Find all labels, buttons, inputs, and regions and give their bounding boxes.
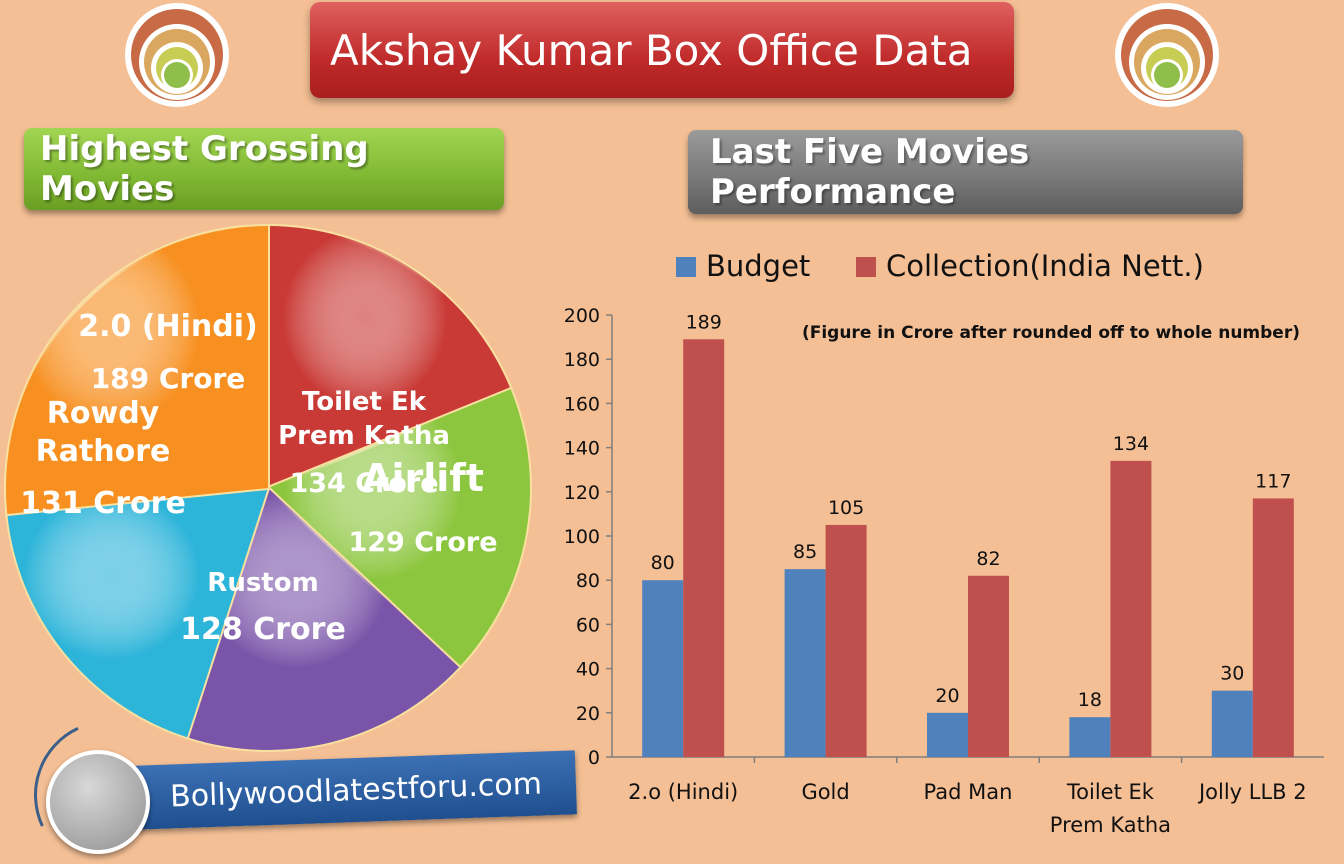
data-label: 134 [1113,433,1149,455]
concentric-circles-logo-left [125,3,229,107]
title-banner: Akshay Kumar Box Office Data [310,2,1014,98]
pie-label: Rowdy [47,396,160,431]
data-label: 105 [828,497,864,519]
data-label: 85 [793,541,817,563]
data-label: 20 [935,685,959,707]
collection-bar [825,524,867,757]
chart-note: (Figure in Crore after rounded off to wh… [802,323,1300,343]
concentric-circles-logo-right [1115,3,1219,107]
bar-chart: Budget Collection(India Nett.) 0 20 40 60 80 10… [564,249,1324,837]
x-tick-label: 2.o (Hindi) [628,780,738,804]
collection-bar [968,575,1009,757]
collection-bar [1110,460,1152,757]
data-label: 82 [976,548,1000,570]
data-label: 80 [651,552,675,574]
x-tick-label: Pad Man [924,780,1013,804]
y-tick-label: 20 [576,703,600,725]
data-label: 18 [1078,689,1102,711]
pie-slice-shade [187,488,460,750]
y-tick-label: 0 [588,747,600,769]
pie-heading-panel: Highest Grossing Movies [24,128,504,210]
pie-label: Prem Katha [278,421,450,451]
legend-swatch [676,257,696,277]
y-tick-label: 80 [576,570,600,592]
brand-bar: Bollywoodlatestforu.com [135,750,577,830]
pie-label: Rathore [36,434,171,469]
pie-label: Rustom [207,568,318,598]
bar-heading: Last Five Movies Performance [710,132,1030,212]
pie-value-label: 134 Crore [289,468,438,499]
pie-value-label: 189 Crore [91,362,246,395]
data-label: 117 [1255,470,1291,492]
x-tick-label: Gold [801,780,849,804]
legend-label: Budget [706,249,810,283]
pie-slice-shade [268,389,530,668]
pie-label: Toilet Ek [302,387,427,417]
budget-bar [927,712,968,757]
y-tick-label: 100 [564,526,600,548]
y-tick-label: 200 [564,305,600,327]
pie-value-label: 129 Crore [348,527,497,558]
y-tick-label: 40 [576,659,600,681]
pie-slice-shade [268,226,511,488]
budget-bar [642,580,684,757]
x-tick-label: Toilet Ek [1066,780,1155,804]
page-title: Akshay Kumar Box Office Data [330,25,973,75]
brand-text: Bollywoodlatestforu.com [169,766,543,814]
collection-bar [1252,498,1294,757]
budget-bar [1211,690,1253,757]
data-label: 189 [686,311,722,333]
y-tick-label: 60 [576,614,600,636]
budget-bar [1069,717,1111,757]
y-tick-label: 160 [564,393,600,415]
data-label: 30 [1220,663,1244,685]
legend-swatch [856,257,876,277]
pie-value-label: 131 Crore [20,486,186,521]
x-tick-label: Prem Katha [1050,813,1171,837]
legend-label: Collection(India Nett.) [886,249,1204,283]
brand-badge: Bollywoodlatestforu.com [12,698,577,864]
budget-bar [784,569,826,757]
pie-label: Airlift [362,456,484,500]
brand-circle [46,750,150,854]
pie-value-label: 128 Crore [180,612,346,647]
y-tick-label: 140 [564,438,600,460]
x-tick-label: Jolly LLB 2 [1197,780,1307,804]
pie-label: 2.0 (Hindi) [78,309,258,344]
pie-slice-shade [5,226,268,515]
bar-heading-panel: Last Five Movies Performance [688,130,1243,214]
collection-bar [683,339,725,757]
pie-heading: Highest Grossing Movies [40,129,369,209]
y-tick-label: 120 [564,482,600,504]
y-tick-label: 180 [564,349,600,371]
pie-slice-shade [7,488,269,738]
